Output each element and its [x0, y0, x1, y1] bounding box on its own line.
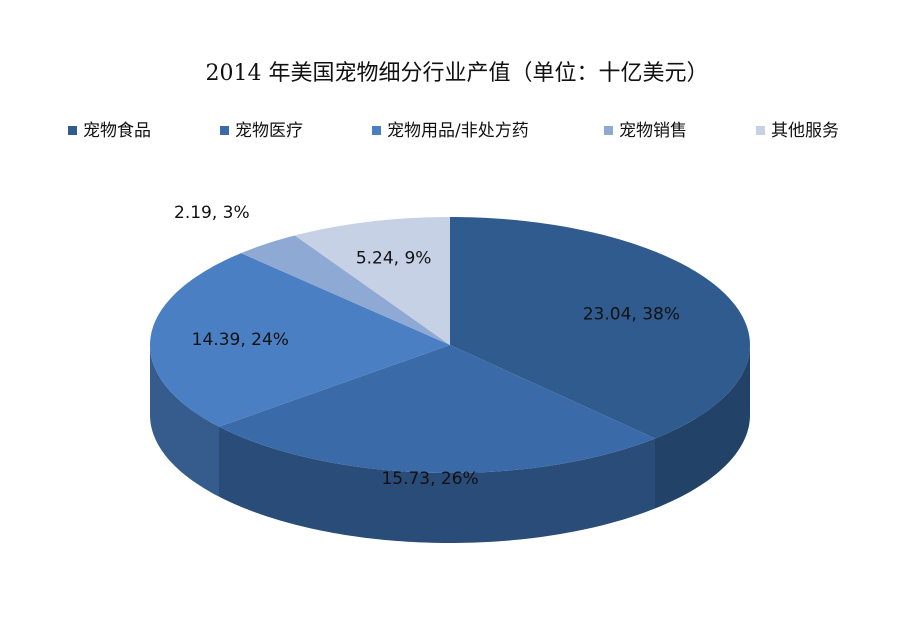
slice: [219, 345, 656, 473]
slice-side: [150, 345, 219, 497]
slice-side: [219, 426, 656, 543]
slice: [150, 253, 450, 427]
legend: 宠物食品 宠物医疗 宠物用品/非处方药 宠物销售 其他服务: [68, 121, 839, 141]
chart-title: 2014 年美国宠物细分行业产值（单位：十亿美元）: [206, 61, 709, 86]
legend-label: 宠物食品: [83, 121, 151, 141]
data-label: 14.39, 24%: [192, 330, 289, 350]
data-label: 5.24, 9%: [356, 249, 432, 269]
slice: [241, 235, 450, 345]
legend-swatch: [604, 126, 613, 135]
legend-label: 宠物医疗: [235, 121, 303, 141]
legend-label: 宠物用品/非处方药: [387, 121, 529, 141]
data-label: 23.04, 38%: [583, 304, 680, 324]
pie: 23.04, 38% 15.73, 26% 14.39, 24% 2.19, 3% 5.…: [150, 203, 750, 543]
slice: [450, 217, 750, 439]
data-label: 2.19, 3%: [174, 203, 250, 223]
legend-label: 其他服务: [771, 121, 839, 141]
legend-swatch: [68, 126, 77, 135]
legend-swatch: [372, 126, 381, 135]
legend-label: 宠物销售: [619, 121, 687, 141]
legend-swatch: [220, 126, 229, 135]
legend-swatch: [756, 126, 765, 135]
data-label: 15.73, 26%: [381, 469, 478, 489]
slice-side: [655, 345, 750, 509]
slice: [294, 217, 450, 345]
